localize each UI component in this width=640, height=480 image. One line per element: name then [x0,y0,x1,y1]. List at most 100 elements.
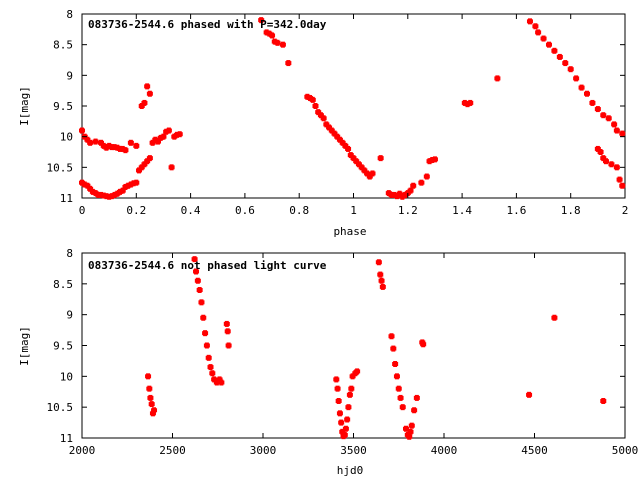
data-point [312,103,319,109]
y-tick-label: 10.5 [47,161,74,174]
data-point [346,391,353,398]
data-point [168,164,175,171]
axis-ticks: 0 0.2 0.4 0.6 0.8 1 1.2 1.4 1.6 1.8 2 8 8.5 9 9.5 10 10.… [47,8,629,217]
data-point [611,121,618,128]
data-point [141,99,148,106]
data-point [149,139,156,146]
data-point [328,127,335,134]
x-tick-label: 2500 [159,444,186,457]
data-point [526,18,533,25]
data-point [379,283,386,290]
data-point [583,90,590,97]
data-point [84,136,91,143]
data-point [98,139,105,146]
data-point [597,149,604,155]
data-point [361,167,368,174]
data-point [431,156,438,163]
data-point [200,314,207,321]
y-tick-label: 10 [60,131,73,144]
data-point [364,170,371,177]
data-point [144,83,151,90]
data-point [274,39,281,46]
data-point [600,398,607,404]
data-point [393,193,400,200]
x-tick-label: 0.6 [235,204,255,217]
unphased-light-curve-panel: 2000 2500 3000 3500 4000 4500 5000 8 8.5 9 9.5 10 10… [18,247,638,477]
data-point [191,256,198,263]
data-point [397,394,404,401]
data-point [165,127,172,134]
data-point [350,155,357,162]
data-point [335,398,342,404]
y-tick-label: 9.5 [53,100,73,113]
x-tick-label: 0 [79,204,86,217]
data-point [413,394,420,401]
chart-title: 083736-2544.6 not phased light curve [88,259,327,272]
data-point [619,130,626,137]
data-point [535,29,542,36]
data-point [410,182,417,189]
data-point [155,138,162,145]
data-point [144,158,151,165]
data-point [402,425,409,432]
data-point [136,167,143,174]
data-point [619,182,626,189]
data-point [418,179,425,186]
x-tick-label: 0.2 [126,204,146,217]
data-point [532,23,539,30]
x-tick-label: 2000 [69,444,96,457]
data-point [209,370,216,377]
data-points [79,17,626,200]
data-point [326,124,333,131]
y-tick-label: 9.5 [53,340,73,353]
data-point [578,84,585,91]
plot-frame [81,252,626,439]
data-point [375,259,382,266]
data-point [562,60,569,67]
data-point [613,127,620,134]
y-tick-label: 9 [66,309,73,322]
data-point [269,32,276,39]
data-point [392,361,399,367]
data-point [551,47,558,54]
data-point [600,112,607,119]
data-point [349,373,356,380]
data-point [225,342,232,349]
data-point [258,17,265,24]
data-point [334,385,341,392]
data-point [358,164,365,171]
data-point [141,161,148,168]
y-tick-label: 8.5 [53,278,73,291]
data-point [309,96,316,103]
chart-title: 083736-2544.6 phased with P=342.0day [88,18,327,31]
y-tick-label: 9 [66,69,73,82]
data-point [92,138,99,145]
data-point [224,328,231,335]
data-point [223,320,230,327]
y-axis-label: I[mag] [18,326,31,366]
data-point [411,407,418,414]
data-point [369,170,376,177]
data-point [193,268,200,275]
data-point [320,115,327,122]
data-point [196,287,203,293]
data-point [138,164,145,171]
data-point [407,187,414,194]
data-point [146,155,153,162]
axis-ticks: 2000 2500 3000 3500 4000 4500 5000 8 8.5 9 9.5 10 10… [47,247,639,457]
data-points [145,256,607,440]
y-tick-label: 11 [60,192,73,205]
data-point [338,419,345,426]
y-tick-label: 10.5 [47,401,74,414]
data-point [494,75,501,82]
data-point [79,127,85,134]
data-point [613,164,620,171]
data-point [341,431,348,438]
data-point [202,330,209,337]
data-point [339,428,346,435]
data-point [366,173,373,180]
x-tick-label: 1 [350,204,357,217]
data-point [344,416,351,423]
x-axis-label: hjd0 [337,464,364,477]
